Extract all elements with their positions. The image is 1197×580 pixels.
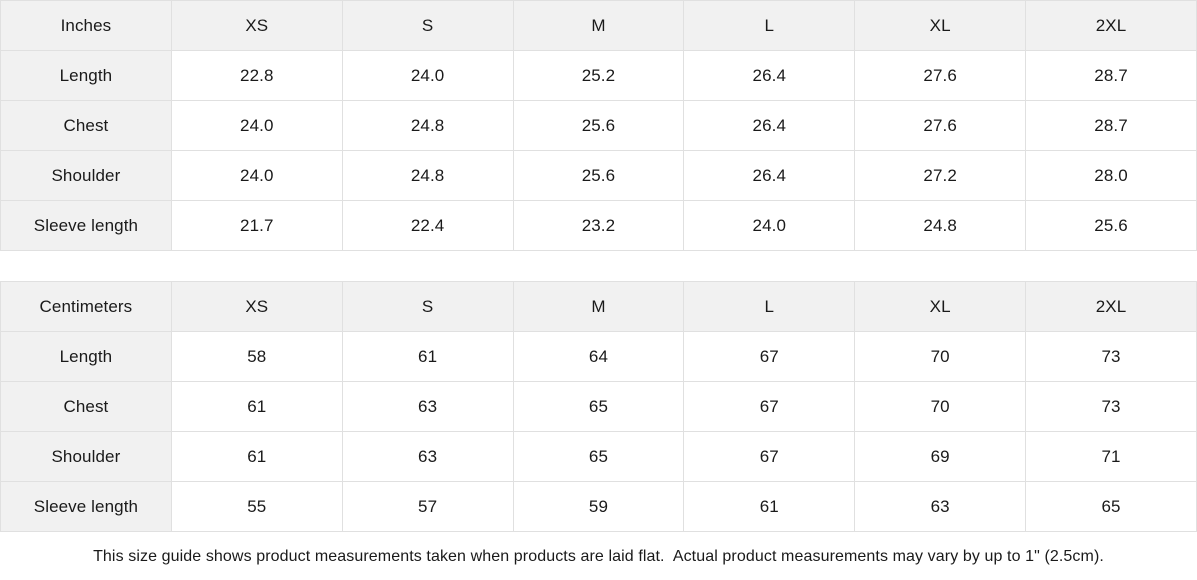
measurement-value-cell: 70 (854, 381, 1027, 432)
size-header-cell: 2XL (1025, 0, 1197, 51)
measurement-value-cell: 61 (170, 381, 343, 432)
measurement-value-cell: 25.6 (1025, 200, 1197, 251)
measurement-value-cell: 22.4 (341, 200, 514, 251)
measurement-row: Sleeve length 21.7 22.4 23.2 24.0 24.8 25.6 (0, 200, 1197, 251)
measurement-value-cell: 58 (170, 331, 343, 382)
measurement-value-cell: 61 (170, 431, 343, 482)
size-header-row: Inches XS S M L XL 2XL (0, 0, 1197, 51)
measurement-value-cell: 61 (341, 331, 514, 382)
measurement-value-cell: 28.7 (1025, 100, 1197, 151)
size-header-cell: XL (854, 281, 1027, 332)
measurement-value-cell: 65 (1025, 481, 1197, 532)
unit-header-cell: Inches (0, 0, 172, 51)
measurement-value-cell: 67 (683, 431, 856, 482)
measurement-value-cell: 24.0 (341, 50, 514, 101)
measurement-value-cell: 59 (512, 481, 685, 532)
measurement-value-cell: 64 (512, 331, 685, 382)
size-header-cell: S (341, 0, 514, 51)
measurement-value-cell: 27.2 (854, 150, 1027, 201)
size-header-cell: M (512, 281, 685, 332)
size-header-cell: L (683, 0, 856, 51)
measurement-value-cell: 26.4 (683, 150, 856, 201)
measurement-value-cell: 65 (512, 431, 685, 482)
measurement-value-cell: 69 (854, 431, 1027, 482)
measurement-value-cell: 67 (683, 331, 856, 382)
measurement-label-cell: Shoulder (0, 431, 172, 482)
size-guide-note: This size guide shows product measuremen… (93, 547, 1104, 565)
measurement-value-cell: 24.0 (170, 100, 343, 151)
measurement-value-cell: 22.8 (170, 50, 343, 101)
measurement-label-cell: Sleeve length (0, 481, 172, 532)
measurement-value-cell: 28.0 (1025, 150, 1197, 201)
measurement-row: Length 22.8 24.0 25.2 26.4 27.6 28.7 (0, 50, 1197, 101)
size-header-cell: XS (170, 0, 343, 51)
measurement-value-cell: 55 (170, 481, 343, 532)
measurement-value-cell: 67 (683, 381, 856, 432)
measurement-value-cell: 24.0 (170, 150, 343, 201)
table-separator (0, 251, 1197, 281)
measurement-value-cell: 25.6 (512, 100, 685, 151)
measurement-row: Chest 61 63 65 67 70 73 (0, 381, 1197, 432)
measurement-value-cell: 63 (854, 481, 1027, 532)
size-header-cell: 2XL (1025, 281, 1197, 332)
size-header-cell: XL (854, 0, 1027, 51)
size-header-row: Centimeters XS S M L XL 2XL (0, 281, 1197, 332)
measurement-value-cell: 25.6 (512, 150, 685, 201)
size-header-cell: L (683, 281, 856, 332)
measurement-value-cell: 27.6 (854, 100, 1027, 151)
measurement-value-cell: 24.8 (341, 100, 514, 151)
measurement-value-cell: 27.6 (854, 50, 1027, 101)
measurement-value-cell: 73 (1025, 331, 1197, 382)
measurement-label-cell: Sleeve length (0, 200, 172, 251)
size-header-cell: M (512, 0, 685, 51)
measurement-value-cell: 23.2 (512, 200, 685, 251)
measurement-value-cell: 63 (341, 431, 514, 482)
measurement-value-cell: 24.8 (854, 200, 1027, 251)
measurement-row: Shoulder 61 63 65 67 69 71 (0, 431, 1197, 482)
measurement-value-cell: 65 (512, 381, 685, 432)
size-table-centimeters: Centimeters XS S M L XL 2XL Length 58 61 64 67 70 73 C… (0, 281, 1197, 532)
measurement-row: Shoulder 24.0 24.8 25.6 26.4 27.2 28.0 (0, 150, 1197, 201)
measurement-value-cell: 70 (854, 331, 1027, 382)
measurement-value-cell: 26.4 (683, 50, 856, 101)
measurement-value-cell: 24.8 (341, 150, 514, 201)
measurement-row: Chest 24.0 24.8 25.6 26.4 27.6 28.7 (0, 100, 1197, 151)
measurement-row: Sleeve length 55 57 59 61 63 65 (0, 481, 1197, 532)
unit-header-cell: Centimeters (0, 281, 172, 332)
measurement-value-cell: 26.4 (683, 100, 856, 151)
measurement-value-cell: 61 (683, 481, 856, 532)
measurement-value-cell: 73 (1025, 381, 1197, 432)
measurement-value-cell: 71 (1025, 431, 1197, 482)
size-table-inches: Inches XS S M L XL 2XL Length 22.8 24.0 25.2 26.4 27… (0, 0, 1197, 251)
measurement-value-cell: 63 (341, 381, 514, 432)
measurement-value-cell: 57 (341, 481, 514, 532)
size-header-cell: S (341, 281, 514, 332)
measurement-value-cell: 28.7 (1025, 50, 1197, 101)
measurement-label-cell: Chest (0, 381, 172, 432)
measurement-label-cell: Length (0, 50, 172, 101)
measurement-label-cell: Length (0, 331, 172, 382)
measurement-value-cell: 21.7 (170, 200, 343, 251)
measurement-value-cell: 25.2 (512, 50, 685, 101)
measurement-label-cell: Shoulder (0, 150, 172, 201)
measurement-value-cell: 24.0 (683, 200, 856, 251)
measurement-label-cell: Chest (0, 100, 172, 151)
size-header-cell: XS (170, 281, 343, 332)
measurement-row: Length 58 61 64 67 70 73 (0, 331, 1197, 382)
